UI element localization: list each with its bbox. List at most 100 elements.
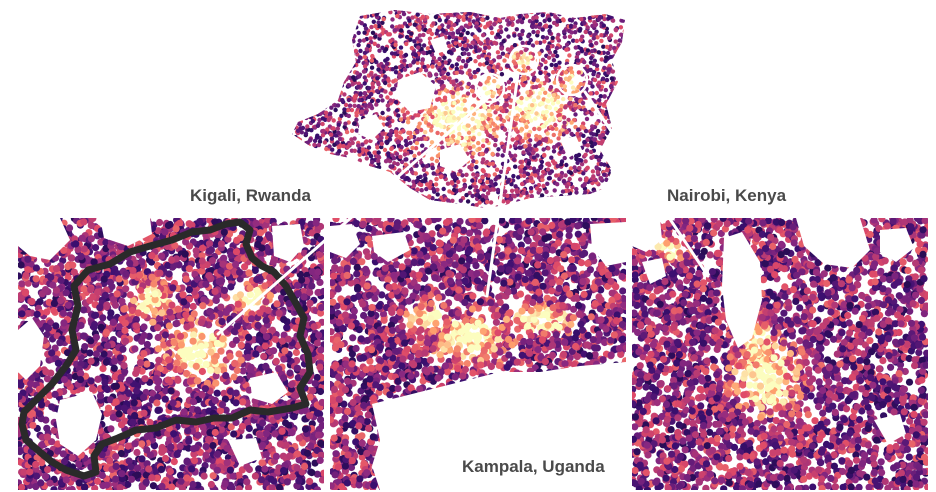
density-dot <box>615 104 620 109</box>
density-dot <box>327 180 332 186</box>
density-dot <box>455 87 461 92</box>
density-dot <box>619 88 624 93</box>
density-dot <box>292 136 294 142</box>
density-dot <box>549 195 554 200</box>
density-dot <box>317 28 322 33</box>
density-dot <box>385 201 390 207</box>
density-dot <box>319 102 324 108</box>
density-dot <box>520 200 525 205</box>
density-dot <box>441 115 446 121</box>
density-dot <box>574 38 579 44</box>
density-dot <box>345 145 350 150</box>
density-dot <box>345 58 350 64</box>
density-dot <box>333 26 339 31</box>
density-dot <box>349 11 354 16</box>
density-dot <box>530 43 536 48</box>
density-dot <box>539 101 544 106</box>
density-dot <box>376 23 382 29</box>
density-dot <box>557 201 562 206</box>
density-dot <box>591 11 597 16</box>
density-dot <box>360 166 366 172</box>
density-dot <box>465 91 471 96</box>
density-dot <box>351 14 356 20</box>
density-dot <box>591 10 596 14</box>
density-dot <box>623 76 625 82</box>
density-dot <box>626 27 630 31</box>
density-dot <box>458 42 463 47</box>
density-dot <box>495 187 501 193</box>
density-dot <box>553 49 558 55</box>
density-dot <box>292 10 297 11</box>
density-dot <box>385 122 390 127</box>
density-dot <box>626 29 630 33</box>
density-dot <box>292 145 297 150</box>
density-dot <box>472 12 478 17</box>
density-dot <box>316 59 321 65</box>
density-dot <box>467 135 472 141</box>
density-dot <box>299 112 304 117</box>
density-dot <box>436 202 441 207</box>
density-dot <box>519 95 524 101</box>
density-dot <box>347 57 352 62</box>
density-dot <box>399 28 404 33</box>
density-dot <box>374 183 379 188</box>
density-dot <box>545 196 551 201</box>
density-dot <box>341 171 346 176</box>
density-dot <box>450 34 456 40</box>
density-dot <box>476 54 481 60</box>
density-dot <box>597 80 602 85</box>
density-dot <box>573 204 578 208</box>
density-dot <box>589 42 594 48</box>
density-dot <box>455 106 461 111</box>
density-dot <box>615 114 620 120</box>
density-dot <box>338 23 343 28</box>
density-dot <box>359 163 364 168</box>
density-dot <box>528 54 533 59</box>
density-dot <box>410 10 415 11</box>
density-dot <box>334 47 339 52</box>
density-dot <box>320 121 325 127</box>
density-dot <box>526 40 532 46</box>
density-dot <box>519 19 525 25</box>
density-dot <box>618 170 624 176</box>
density-dot <box>410 15 415 20</box>
density-dot <box>558 77 563 82</box>
density-dot <box>562 29 567 34</box>
density-dot <box>545 196 550 201</box>
density-dot <box>327 84 332 90</box>
density-dot <box>297 115 302 120</box>
density-dot <box>305 178 310 184</box>
density-dot <box>304 102 310 107</box>
density-dot <box>495 125 500 130</box>
density-dot <box>296 97 301 103</box>
density-dot <box>487 128 493 133</box>
density-dot <box>343 183 349 188</box>
density-dot <box>562 120 567 126</box>
density-dot <box>323 167 328 173</box>
density-dot <box>581 171 586 176</box>
density-dot <box>299 10 304 11</box>
density-dot <box>617 98 622 104</box>
density-dot <box>362 50 368 56</box>
density-dot <box>601 79 606 85</box>
density-dot <box>292 107 297 112</box>
density-dot <box>452 115 457 121</box>
density-dot <box>521 150 526 155</box>
density-dot <box>556 142 561 147</box>
density-dot <box>559 193 564 199</box>
density-dot <box>434 158 440 164</box>
density-dot <box>324 56 330 61</box>
density-dot <box>423 130 428 135</box>
density-dot <box>293 56 298 61</box>
density-dot <box>349 44 354 49</box>
density-dot <box>421 203 426 208</box>
density-dot <box>444 10 449 13</box>
density-dot <box>306 59 311 65</box>
density-dot <box>334 12 339 17</box>
density-dot <box>599 203 604 208</box>
density-dot <box>583 128 589 134</box>
density-dot <box>571 13 576 18</box>
density-dot <box>471 172 476 177</box>
density-dot <box>341 169 346 174</box>
